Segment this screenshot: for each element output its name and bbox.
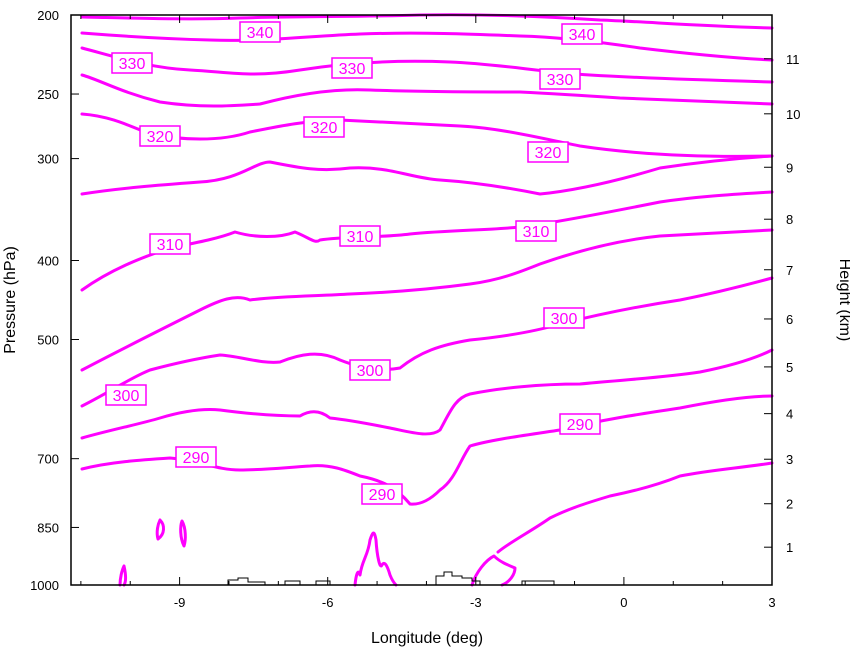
contour-line xyxy=(80,46,774,84)
contour-line xyxy=(118,564,127,587)
height-tick-label: 6 xyxy=(786,312,793,327)
contour-label: 300 xyxy=(551,311,578,328)
contour-labels: 340 340 330 330 330 320 320 320 310 310 … xyxy=(105,21,603,505)
height-axis: 1 2 3 4 5 6 7 8 9 10 11 xyxy=(764,52,800,555)
contour-line xyxy=(80,348,774,440)
contour-label: 290 xyxy=(567,417,594,434)
contour-line xyxy=(80,228,774,372)
contour-label: 300 xyxy=(113,388,140,405)
pressure-axis: 200 250 300 400 500 700 850 1000 xyxy=(30,8,79,593)
contour-label: 320 xyxy=(147,129,174,146)
contour-label-box xyxy=(559,413,601,435)
x-tick-label: -3 xyxy=(470,595,482,610)
contour-line xyxy=(80,154,774,196)
height-tick-label: 1 xyxy=(786,540,793,555)
contour-label-box xyxy=(561,23,603,45)
contour-line xyxy=(80,31,774,62)
height-tick-label: 9 xyxy=(786,160,793,175)
height-tick-label: 5 xyxy=(786,360,793,375)
contour-label-box xyxy=(175,446,217,468)
contour-label: 300 xyxy=(357,363,384,380)
height-tick-label: 3 xyxy=(786,452,793,467)
contour-label: 330 xyxy=(119,56,146,73)
contour-label: 310 xyxy=(347,229,374,246)
terrain-step-line xyxy=(315,580,331,585)
terrain-outline xyxy=(225,571,555,586)
terrain-step-line xyxy=(225,577,266,586)
terrain-step-line xyxy=(432,571,481,586)
contour-label: 330 xyxy=(547,72,574,89)
pressure-tick-label: 400 xyxy=(37,253,59,268)
pressure-tick-label: 850 xyxy=(37,520,59,535)
pressure-tick-label: 250 xyxy=(37,87,59,102)
contour-label-box xyxy=(303,116,345,138)
contour-line xyxy=(80,112,774,158)
height-tick-label: 8 xyxy=(786,212,793,227)
left-axis-title: Pressure (hPa) xyxy=(2,246,19,354)
contour-label: 310 xyxy=(523,224,550,241)
x-axis: -9 -6 -3 0 3 xyxy=(80,15,776,610)
right-axis-title: Height (km) xyxy=(836,259,850,342)
contour-label: 320 xyxy=(311,120,338,137)
contour-line xyxy=(179,519,187,548)
x-axis-title: Longitude (deg) xyxy=(371,630,483,647)
contour-line xyxy=(80,276,774,408)
contour-label: 290 xyxy=(369,487,396,504)
height-tick-label: 2 xyxy=(786,497,793,512)
contour-line xyxy=(353,531,398,587)
x-tick-label: -9 xyxy=(174,595,186,610)
pressure-tick-label: 200 xyxy=(37,8,59,23)
height-tick-label: 10 xyxy=(786,107,800,122)
contour-label: 310 xyxy=(157,237,184,254)
pressure-tick-label: 1000 xyxy=(30,578,59,593)
x-tick-label: 3 xyxy=(768,595,775,610)
plot-frame xyxy=(70,14,773,586)
height-tick-label: 4 xyxy=(786,407,793,422)
contour-line xyxy=(80,13,774,30)
contour-label-box xyxy=(349,359,391,381)
pressure-tick-label: 500 xyxy=(37,333,59,348)
terrain-step-line xyxy=(284,580,301,585)
contour-label-box xyxy=(527,141,569,163)
contour-line xyxy=(155,518,165,541)
pressure-tick-label: 700 xyxy=(37,452,59,467)
height-tick-label: 7 xyxy=(786,263,793,278)
contour-label: 290 xyxy=(183,450,210,467)
contour-label-box xyxy=(105,384,147,406)
x-tick-label: 0 xyxy=(620,595,627,610)
contour-label: 320 xyxy=(535,145,562,162)
contour-label-box xyxy=(361,483,403,505)
contour-label-box xyxy=(539,68,581,90)
contour-line xyxy=(470,554,517,587)
contour-label-box xyxy=(139,125,181,147)
height-tick-label: 11 xyxy=(786,52,800,67)
contour-label: 330 xyxy=(339,61,366,78)
contour-label-box xyxy=(543,307,585,329)
contour-label-box xyxy=(111,52,153,74)
contour-label-box xyxy=(239,21,281,43)
isentrope-contours xyxy=(80,13,774,587)
terrain-step-line xyxy=(521,580,555,585)
pressure-tick-label: 300 xyxy=(37,152,59,167)
contour-label-box xyxy=(331,57,373,79)
x-tick-label: -6 xyxy=(322,595,334,610)
contour-label: 340 xyxy=(569,27,596,44)
contour-line xyxy=(80,73,774,108)
contour-label-box xyxy=(339,225,381,247)
contour-label: 340 xyxy=(247,25,274,42)
contour-line xyxy=(496,461,774,554)
contour-label-box xyxy=(515,220,557,242)
contour-label-box xyxy=(149,233,191,255)
